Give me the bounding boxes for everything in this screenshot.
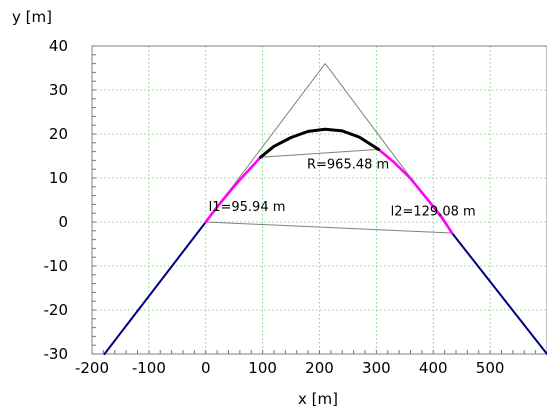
- x-tick-label: 400: [419, 359, 448, 377]
- grid: [92, 46, 547, 354]
- y-tick-label: 40: [49, 37, 68, 55]
- x-tick-label: 0: [201, 359, 211, 377]
- x-tick-label: -100: [132, 359, 166, 377]
- y-tick-labels: -30 -20 -10 0 10 20 30 40: [44, 37, 69, 363]
- plot-frame: [91, 45, 547, 355]
- right-transition-series: [377, 148, 454, 235]
- ts-st-chord-line: [205, 221, 453, 234]
- left-transition-series: [204, 156, 262, 224]
- x-tick-labels: -200 -100 0 100 200 300 400 500: [75, 359, 504, 377]
- x-tick-label: 200: [305, 359, 334, 377]
- minor-ticks: [91, 45, 547, 355]
- annotations: R=965.48 m l1=95.94 m l2=129.08 m: [209, 157, 476, 219]
- y-tick-label: -20: [44, 301, 69, 319]
- circular-arc-series: [258, 127, 381, 159]
- x-tick-label: 300: [362, 359, 391, 377]
- left-tangent-series: [103, 221, 207, 355]
- y-tick-label: 20: [49, 125, 68, 143]
- radius-label: R=965.48 m: [307, 157, 389, 172]
- series-lines: [103, 127, 547, 355]
- x-tick-label: -200: [75, 359, 109, 377]
- y-tick-label: -30: [44, 345, 69, 363]
- x-tick-label: 100: [248, 359, 277, 377]
- y-tick-label: -10: [44, 257, 69, 275]
- y-tick-label: 0: [58, 213, 68, 231]
- y-tick-label: 30: [49, 81, 68, 99]
- right-tangent-series: [451, 232, 547, 355]
- y-axis-label: y [m]: [12, 8, 52, 26]
- x-tick-label: 500: [476, 359, 505, 377]
- arc-chord-line: [260, 148, 379, 158]
- x-axis-label: x [m]: [298, 390, 338, 408]
- y-tick-label: 10: [49, 169, 68, 187]
- l2-label: l2=129.08 m: [391, 204, 476, 219]
- l1-label: l1=95.94 m: [209, 200, 286, 215]
